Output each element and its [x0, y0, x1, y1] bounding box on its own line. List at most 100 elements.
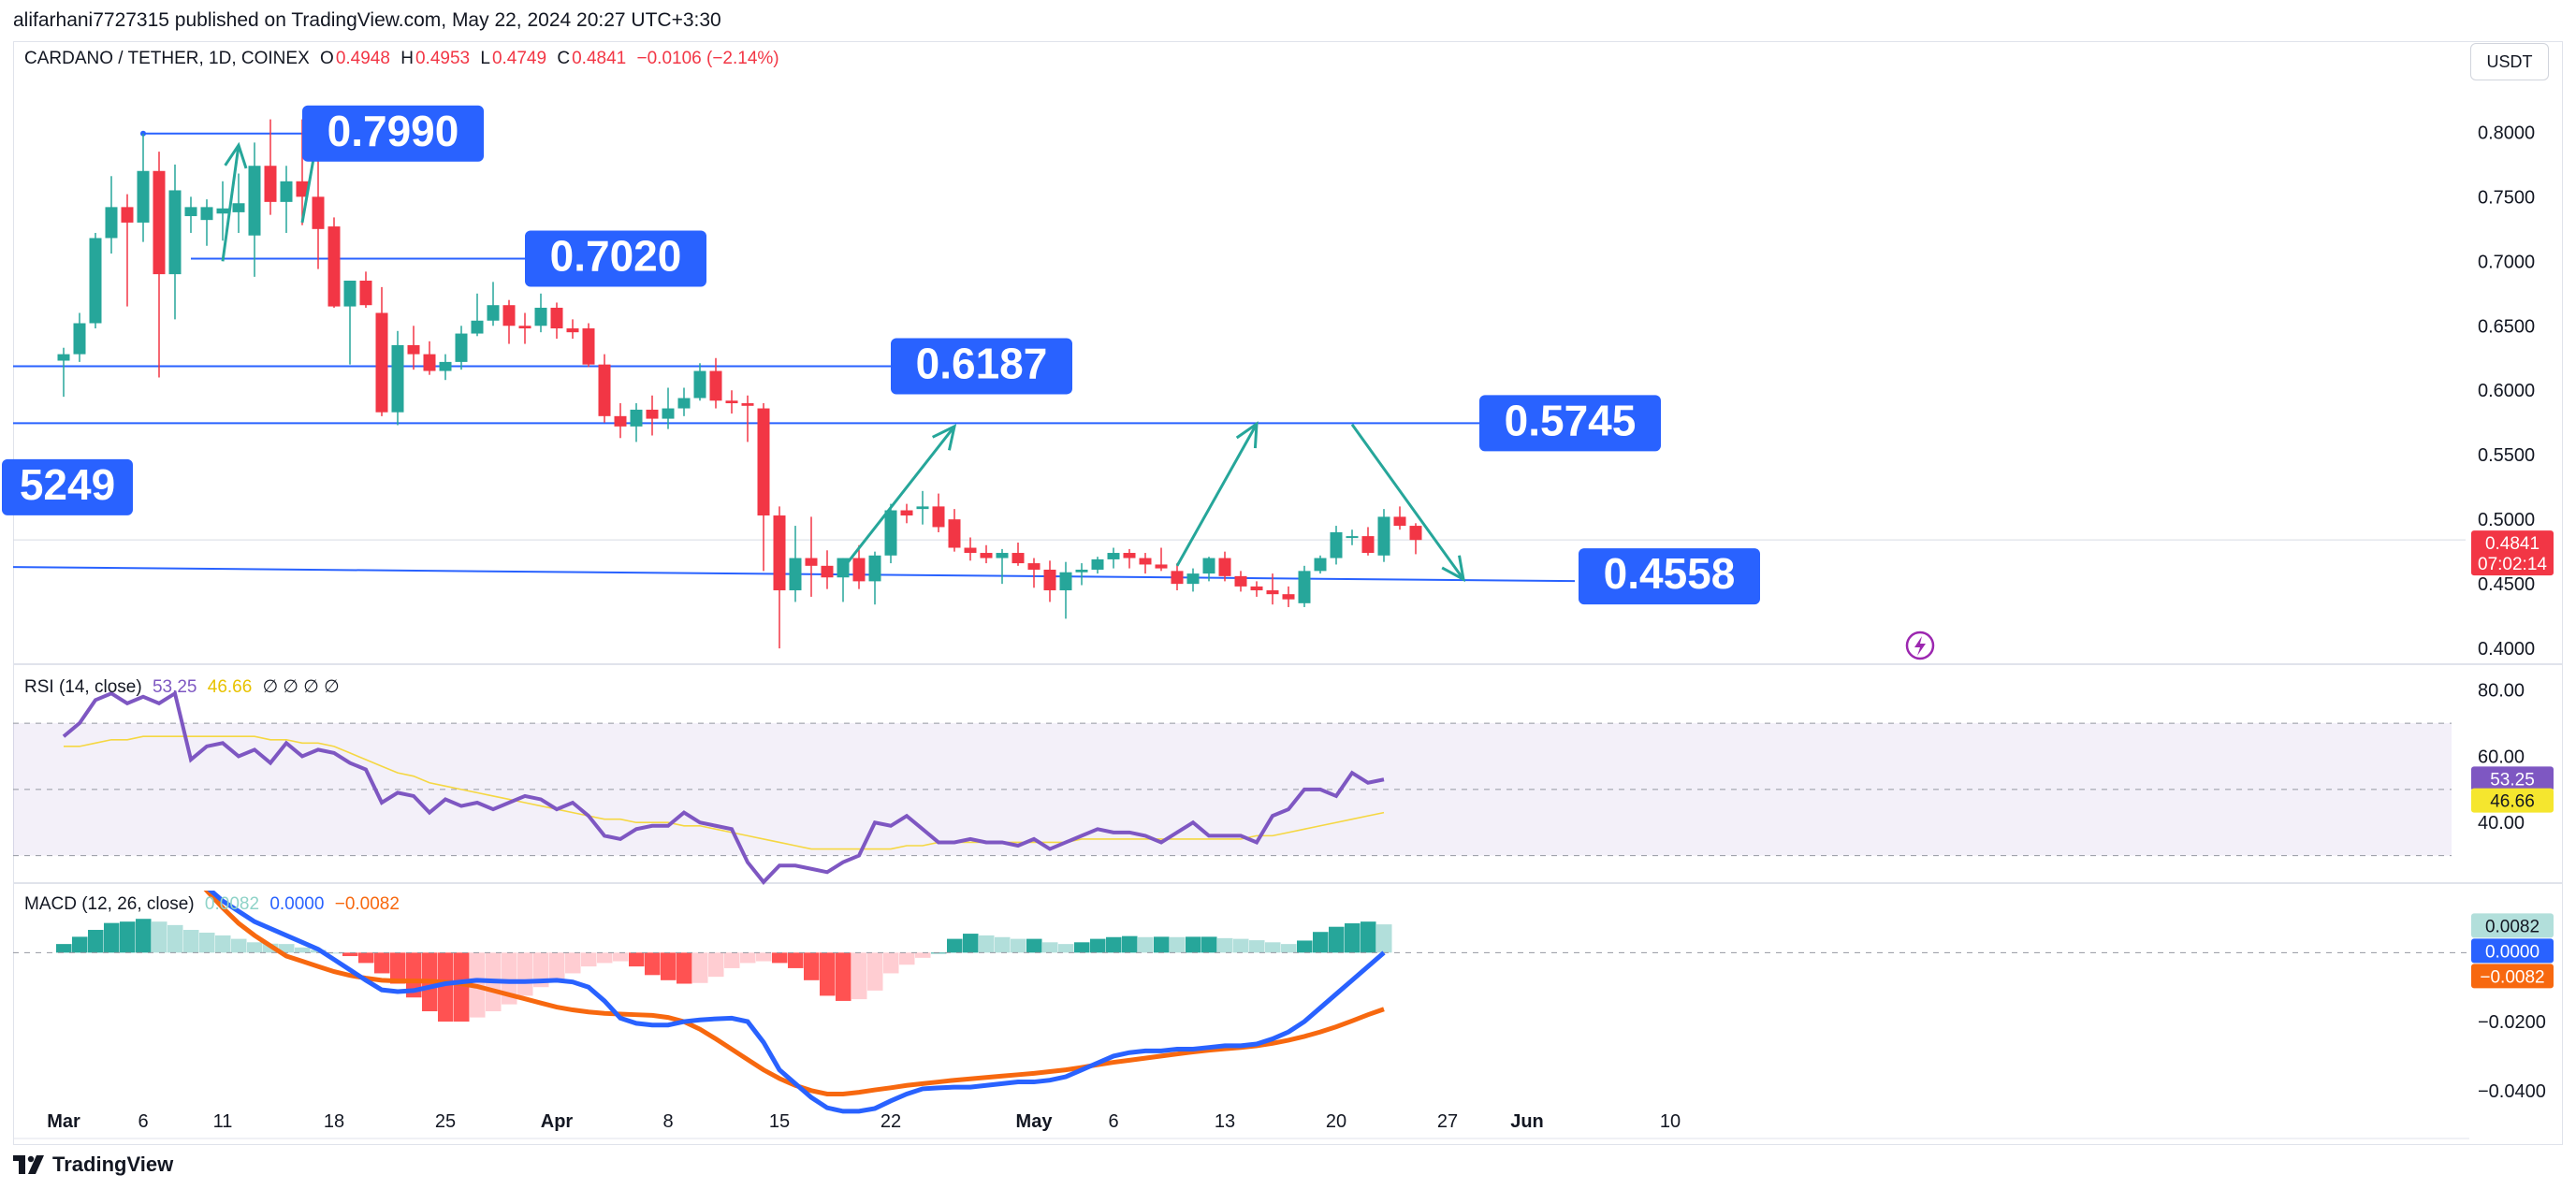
candle-body [327, 226, 341, 307]
last-price-badge-box [2471, 530, 2554, 576]
high-value: 0.4953 [415, 49, 471, 68]
macd-histogram-bar [390, 952, 406, 984]
symbol-legend: CARDANO / TETHER, 1D, COINEX O 0.4948 H 0.… [24, 49, 785, 69]
candle [821, 550, 834, 589]
macd-histogram-bar [1042, 942, 1058, 953]
arrow-shaft [841, 425, 956, 570]
level-label: 0.7990 [302, 105, 484, 162]
macd-histogram-bar [851, 952, 867, 1000]
candle-body [725, 400, 738, 404]
candle-body [248, 166, 261, 236]
symbol-title: CARDANO / TETHER, 1D, COINEX [24, 49, 310, 68]
candle-body [1155, 564, 1168, 569]
macd-histogram-bar [1011, 938, 1026, 953]
macd-histogram-bar [1138, 936, 1154, 953]
macd-histogram-bar [167, 924, 183, 953]
publish-line: alifarhani7727315 published on TradingVi… [13, 9, 721, 31]
candle-body [1266, 590, 1279, 595]
candle [153, 152, 166, 378]
rsi-ma-badge: 46.66 [2471, 788, 2554, 813]
candle [57, 347, 70, 398]
candle-body [884, 510, 897, 556]
candle [916, 490, 929, 525]
macd-histogram-bar [295, 947, 311, 953]
macd-histogram-bar [199, 932, 215, 953]
level-label-box [525, 230, 706, 287]
candle-body [137, 170, 150, 223]
candle [137, 133, 150, 242]
candle-body [614, 415, 627, 427]
candle [439, 354, 452, 381]
candle-body [1298, 571, 1311, 603]
candle [1123, 548, 1136, 569]
macd-histogram-bar [708, 952, 724, 978]
currency-button[interactable]: USDT [2470, 43, 2549, 80]
rsi-tick-label: 60.00 [2478, 747, 2525, 767]
macd-hist-badge-text: 0.0082 [2485, 917, 2540, 936]
x-tick-label: 11 [213, 1111, 233, 1132]
arrow-head [1441, 555, 1466, 583]
candle [1346, 529, 1359, 545]
candle [646, 395, 659, 436]
candle-body [264, 166, 277, 202]
x-tick-label: 6 [138, 1111, 148, 1132]
candle [1059, 561, 1072, 619]
candle [1043, 560, 1056, 602]
macd-histogram-bar [963, 934, 979, 953]
candle [312, 160, 325, 269]
drawing-arrows [221, 128, 1935, 660]
x-tick-label: 6 [1108, 1111, 1118, 1132]
macd-histogram-bar [1122, 935, 1138, 953]
drawing-arrow [221, 141, 248, 262]
candle [1027, 558, 1041, 588]
candle-body [693, 370, 706, 399]
tradingview-logo[interactable]: TradingView [13, 1153, 173, 1177]
macd-lines [203, 891, 1386, 1114]
arrow-shaft [1350, 423, 1465, 581]
arrow-shaft [1175, 423, 1259, 567]
x-tick-label: 10 [1660, 1111, 1681, 1132]
price-tick-label: 0.8000 [2478, 123, 2535, 143]
macd-signal-line [203, 891, 1385, 1096]
rsi-ma-value: 46.66 [207, 677, 253, 697]
candle [407, 326, 420, 370]
macd-histogram-bar [342, 952, 358, 957]
candle-body [677, 398, 691, 409]
x-tick-label: 27 [1437, 1111, 1458, 1132]
macd-signal-value: −0.0082 [334, 894, 400, 914]
macd-pane [13, 891, 2469, 1114]
macd-hist-value: 0.0082 [204, 894, 260, 914]
macd-histogram-bar [104, 922, 120, 953]
last-price-badge-text: 0.4841 [2485, 534, 2540, 554]
rsi-value: 53.25 [152, 677, 197, 697]
macd-histogram-bar [947, 938, 963, 953]
x-tick-label: Jun [1510, 1111, 1544, 1132]
candle-body [1282, 594, 1295, 600]
drawing-arrow [1350, 423, 1466, 583]
candle [248, 142, 261, 277]
rsi-value-badge-box [2471, 766, 2554, 791]
macd-histogram-bar [1170, 936, 1186, 953]
candle [184, 196, 197, 233]
candle-body [89, 238, 102, 324]
candle [1091, 557, 1104, 574]
macd-histogram-bar [152, 921, 167, 953]
candle-body [1186, 573, 1200, 585]
macd-histogram-bar [645, 952, 661, 976]
lightning-icon [1905, 631, 1935, 660]
candle-body [566, 328, 579, 333]
macd-signal-badge: −0.0082 [2471, 964, 2554, 989]
candle [805, 516, 818, 597]
x-tick-label: 15 [769, 1111, 790, 1132]
candle-body [1171, 571, 1184, 585]
candle [1282, 586, 1295, 607]
candle-body [1218, 558, 1231, 576]
macd-histogram-bar [915, 952, 931, 958]
level-label-box [1479, 395, 1661, 452]
candle-body [1377, 516, 1390, 556]
level-label: 0.4558 [1579, 548, 1760, 605]
rsi-value-badge-text: 53.25 [2490, 770, 2535, 790]
macd-histogram-bar [581, 952, 597, 967]
